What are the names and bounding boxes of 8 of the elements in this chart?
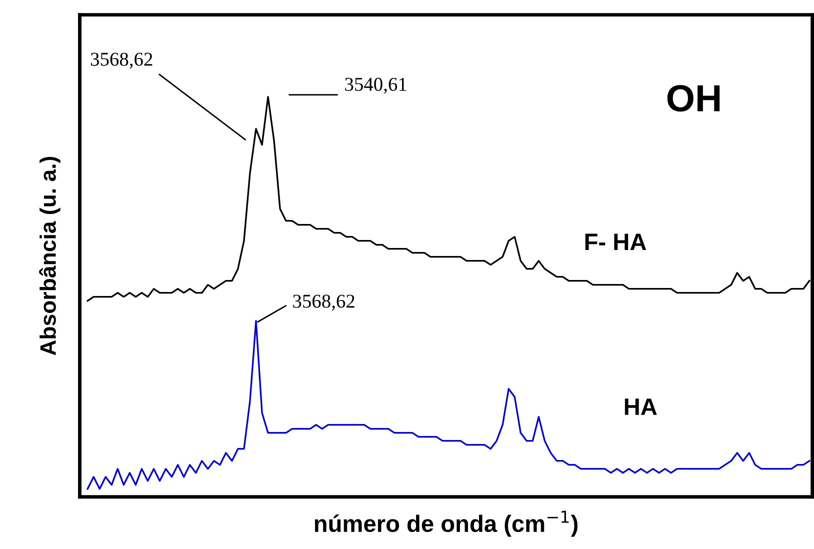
text: 3540,61 xyxy=(345,78,406,94)
text: 3568,62 xyxy=(90,52,152,69)
text: HA xyxy=(624,398,657,415)
series-label: F- HA xyxy=(585,234,646,250)
annotation: OH xyxy=(667,85,720,112)
y-axis-title: Absorbância (u. a.) xyxy=(39,156,60,356)
annotation: 3568,62 xyxy=(293,294,354,311)
x-axis-title: número de onda (cm$^{−1}$) xyxy=(314,510,578,537)
